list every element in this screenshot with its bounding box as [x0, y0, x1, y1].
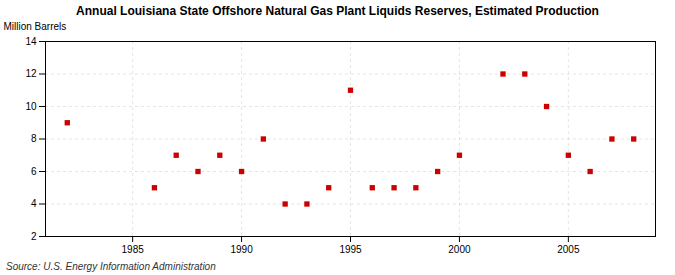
- svg-text:1995: 1995: [339, 244, 362, 255]
- svg-text:2005: 2005: [557, 244, 580, 255]
- html-text:Source: U.S. Energy Informatio: Source: U.S. Energy Information Administ…: [6, 261, 216, 272]
- svg-text:10: 10: [25, 101, 37, 112]
- svg-text:12: 12: [25, 68, 37, 79]
- svg-text:1990: 1990: [230, 244, 253, 255]
- svg-text:14: 14: [25, 36, 37, 47]
- svg-text:2000: 2000: [448, 244, 471, 255]
- svg-text:4: 4: [31, 198, 37, 209]
- svg-text:2: 2: [31, 231, 37, 242]
- svg-text:Million Barrels: Million Barrels: [4, 21, 67, 32]
- svg-text:1985: 1985: [122, 244, 145, 255]
- svg-text:8: 8: [31, 133, 37, 144]
- svg-text:6: 6: [31, 166, 37, 177]
- html-text:Annual Louisiana State Offshor: Annual Louisiana State Offshore Natural …: [76, 4, 599, 18]
